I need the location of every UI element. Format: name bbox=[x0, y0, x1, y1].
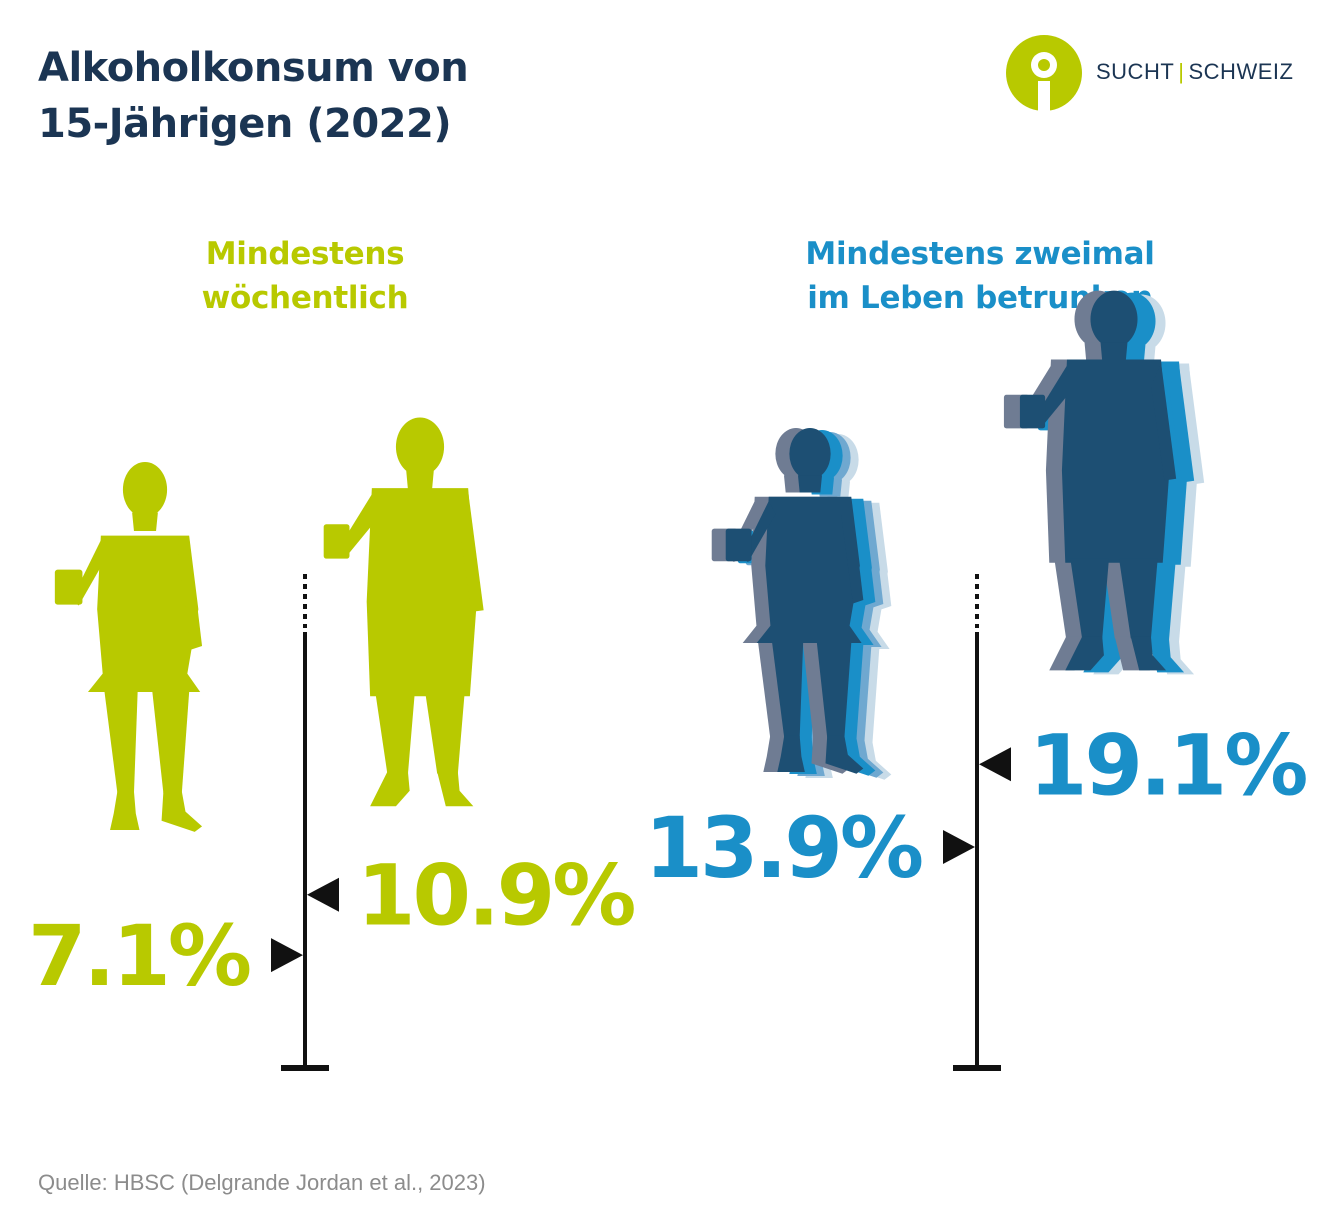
group-label-weekly-line-2: wöchentlich bbox=[201, 280, 409, 316]
value-label-1-2: 13.9% bbox=[645, 799, 922, 897]
axis-1 bbox=[281, 574, 329, 1071]
silhouette-male-drunk bbox=[1003, 290, 1205, 675]
logo-word-sucht: SUCHT bbox=[1096, 59, 1175, 84]
logo-word-schweiz: SCHWEIZ bbox=[1188, 59, 1294, 84]
person-circle-logo-icon bbox=[1006, 35, 1082, 111]
group-label-weekly-line-1: Mindestens bbox=[205, 236, 405, 272]
value-marker-1-1 bbox=[271, 938, 303, 973]
silhouette-female-drunk bbox=[711, 428, 892, 780]
value-markers bbox=[271, 747, 1011, 973]
title-line-1: Alkoholkonsum von bbox=[38, 45, 469, 91]
title-line-2: 15-Jährigen (2022) bbox=[38, 101, 452, 147]
value-marker-2-1 bbox=[307, 877, 339, 912]
logo-separator: | bbox=[1178, 59, 1185, 84]
value-label-2-1: 10.9% bbox=[357, 847, 634, 945]
value-labels: 7.1% 13.9%10.9% 19.1% bbox=[28, 716, 1309, 1005]
axes bbox=[281, 574, 1001, 1071]
source-note: Quelle: HBSC (Delgrande Jordan et al., 2… bbox=[38, 1170, 486, 1195]
sucht-schweiz-logo: SUCHT | SCHWEIZ bbox=[1006, 35, 1306, 111]
group-label-drunk-line-1: Mindestens zweimal bbox=[805, 236, 1155, 272]
group-label-weekly: Mindestens wöchentlich bbox=[140, 232, 470, 320]
value-label-2-2: 19.1% bbox=[1029, 716, 1306, 814]
silhouette-female-weekly bbox=[54, 462, 203, 832]
axis-2 bbox=[953, 574, 1001, 1071]
page-title: Alkoholkonsum von 15-Jährigen (2022) bbox=[38, 40, 469, 152]
value-marker-2-2 bbox=[979, 747, 1011, 782]
logo-text: SUCHT | SCHWEIZ bbox=[1096, 59, 1293, 85]
value-marker-1-2 bbox=[943, 829, 975, 864]
value-label-1-1: 7.1% bbox=[28, 907, 250, 1005]
silhouette-male-weekly bbox=[323, 417, 484, 807]
